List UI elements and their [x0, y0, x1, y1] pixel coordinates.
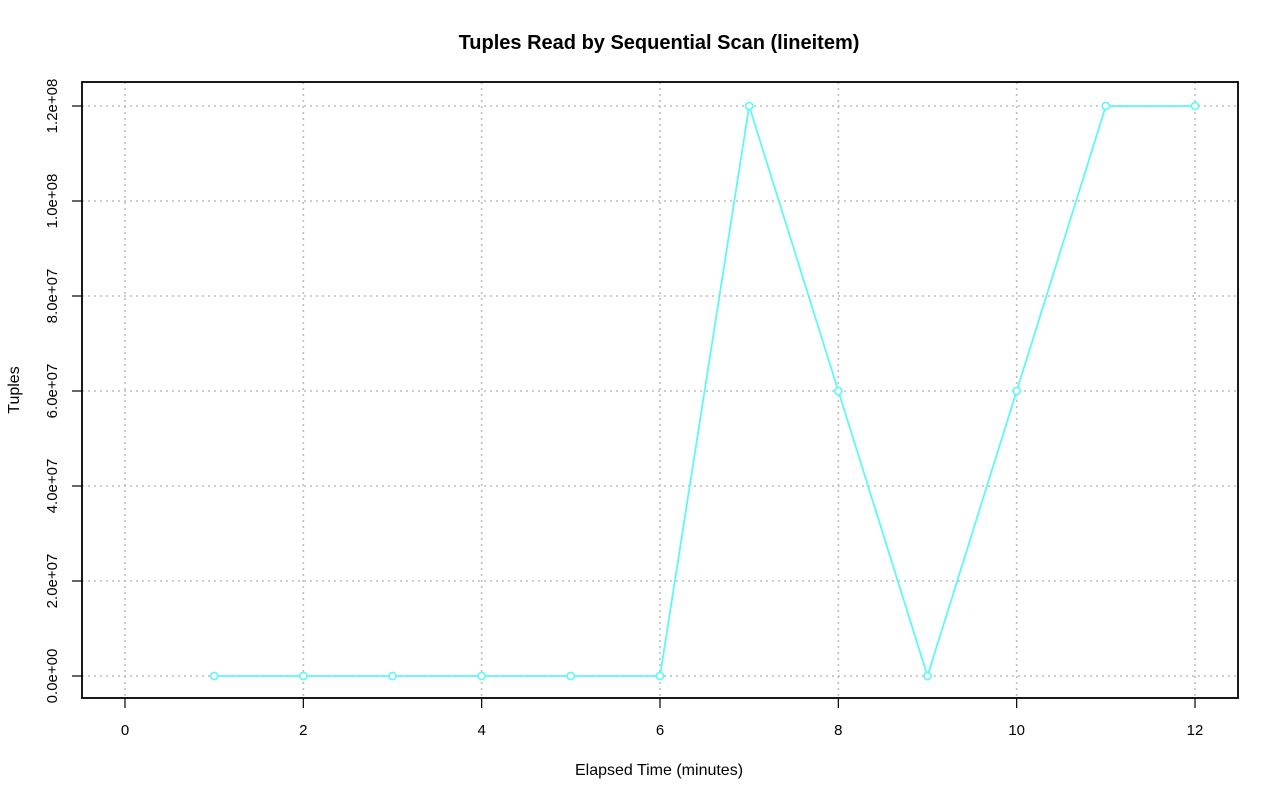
y-tick-label: 1.2e+08 — [44, 79, 61, 134]
grid-lines — [82, 82, 1238, 698]
data-point — [744, 101, 754, 111]
series-layer — [209, 101, 1200, 681]
y-axis-title: Tuples — [6, 366, 23, 413]
x-tick-label: 12 — [1187, 722, 1204, 739]
y-axis: 0.0e+00 2.0e+07 4.0e+07 6.0e+07 8.0e+07 1.0e+… — [44, 79, 82, 704]
data-point — [833, 386, 843, 396]
x-tick-label: 4 — [477, 722, 485, 739]
y-tick-label: 2.0e+07 — [44, 554, 61, 609]
chart-title: Tuples Read by Sequential Scan (lineitem… — [459, 32, 860, 54]
data-point — [209, 671, 219, 681]
series-line — [214, 105, 1195, 680]
x-tick-label: 2 — [299, 722, 307, 739]
y-tick-label: 6.0e+07 — [44, 364, 61, 419]
y-tick-label: 0.0e+00 — [44, 649, 61, 704]
x-tick-label: 0 — [121, 722, 129, 739]
data-point — [1012, 386, 1022, 396]
x-tick-label: 6 — [656, 722, 664, 739]
data-point — [298, 671, 308, 681]
x-tick-label: 8 — [834, 722, 842, 739]
x-tick-label: 10 — [1008, 722, 1025, 739]
data-point — [655, 671, 665, 681]
data-point — [1101, 101, 1111, 111]
x-axis: 0 2 4 6 8 10 12 — [121, 698, 1204, 739]
data-point — [1190, 101, 1200, 111]
x-axis-title: Elapsed Time (minutes) — [575, 762, 743, 779]
y-tick-label: 1.0e+08 — [44, 174, 61, 229]
y-tick-label: 8.0e+07 — [44, 269, 61, 324]
y-tick-label: 4.0e+07 — [44, 459, 61, 514]
data-point — [566, 671, 576, 681]
data-point — [923, 671, 932, 681]
data-point — [477, 671, 487, 681]
data-point — [388, 671, 397, 681]
